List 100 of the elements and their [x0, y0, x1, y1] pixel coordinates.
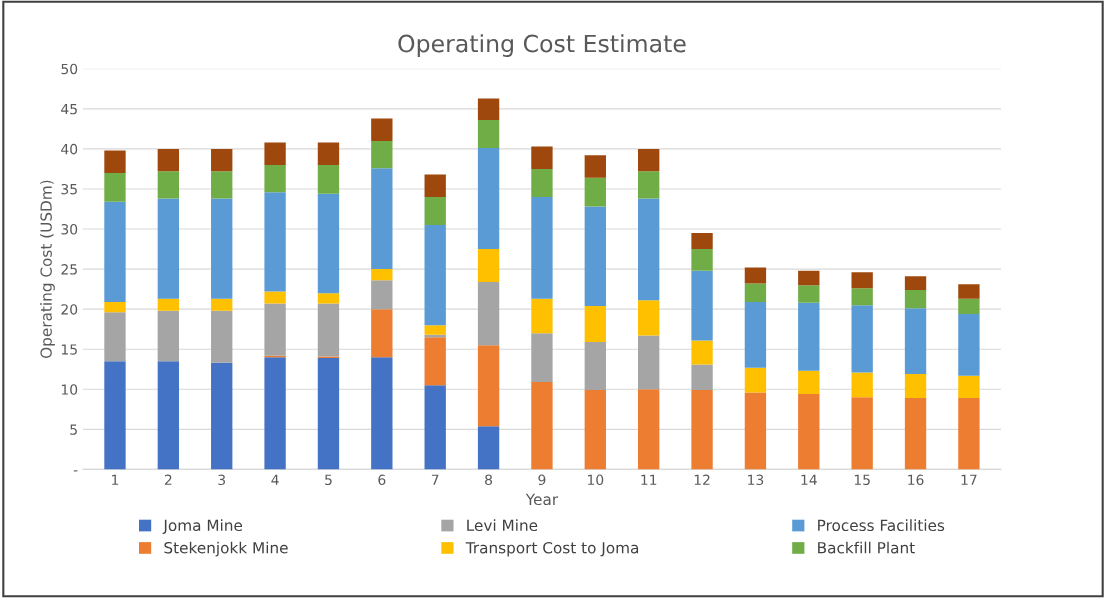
bar — [638, 335, 660, 390]
bar — [638, 171, 660, 199]
x-tick-label: 2 — [164, 474, 172, 485]
bar — [851, 397, 873, 470]
bar — [211, 171, 233, 199]
bar — [104, 361, 126, 470]
x-tick-label: 10 — [588, 474, 604, 486]
bar — [477, 426, 500, 470]
bar — [317, 164, 340, 194]
bar — [958, 398, 980, 470]
x-tick-label: 1 — [112, 474, 119, 485]
bar — [424, 174, 446, 197]
x-tick-label: 11 — [641, 474, 657, 485]
bar — [211, 362, 233, 470]
bar — [638, 198, 660, 301]
bar — [638, 300, 660, 336]
bar — [211, 198, 233, 299]
bar — [104, 301, 126, 313]
bar — [371, 280, 393, 310]
bar — [264, 291, 286, 304]
bar — [851, 372, 873, 398]
legend-label: Stekenjokk Mine — [164, 541, 288, 557]
bar — [584, 342, 606, 391]
bar — [424, 325, 446, 335]
bar — [531, 196, 553, 299]
y-tick-label: 15 — [61, 344, 77, 355]
bar — [371, 168, 393, 270]
bar — [904, 398, 927, 470]
bar — [798, 394, 820, 470]
x-tick-label: 15 — [854, 474, 870, 486]
bar — [691, 390, 713, 470]
bar — [211, 298, 233, 311]
bar — [477, 148, 500, 250]
x-tick-label: 4 — [271, 474, 279, 485]
bar — [958, 313, 980, 376]
bar — [157, 361, 180, 470]
x-tick-label: 12 — [694, 474, 710, 485]
bar — [104, 312, 126, 362]
bar — [531, 333, 553, 383]
bar — [317, 293, 340, 304]
bar — [744, 367, 767, 393]
bar — [371, 118, 393, 141]
x-tick-label: 6 — [378, 474, 386, 486]
bar — [371, 309, 393, 358]
bar — [157, 298, 180, 311]
bar — [317, 358, 340, 470]
bar — [798, 302, 820, 371]
x-tick-label: 14 — [801, 474, 817, 485]
bar — [477, 281, 500, 346]
bar — [371, 357, 393, 470]
y-tick-label: 35 — [61, 183, 77, 195]
y-tick-label: 40 — [61, 143, 78, 155]
bar — [317, 142, 340, 165]
x-tick-label: 17 — [961, 474, 977, 485]
bar — [424, 196, 446, 226]
bar — [371, 269, 393, 281]
bar — [904, 374, 927, 399]
y-tick-label: 5 — [70, 424, 77, 435]
bar — [531, 168, 553, 197]
bar — [157, 171, 180, 199]
bar — [798, 270, 820, 286]
bar — [904, 289, 927, 309]
bar — [638, 389, 660, 470]
bar — [584, 206, 606, 306]
bar — [958, 375, 980, 399]
bar — [157, 148, 180, 172]
y-tick-label: 25 — [61, 264, 77, 275]
legend-label: Process Facilities — [818, 519, 945, 532]
bar — [851, 305, 873, 373]
y-tick-label: 30 — [61, 224, 78, 235]
bar — [851, 272, 873, 289]
bar — [477, 98, 500, 121]
bar — [638, 148, 660, 172]
bar — [424, 225, 446, 326]
bar — [157, 198, 180, 299]
chart-title: Operating Cost Estimate — [398, 34, 686, 58]
bar — [691, 340, 713, 365]
bar — [958, 284, 980, 299]
y-tick-label: 10 — [61, 384, 78, 395]
bar — [477, 249, 500, 282]
x-tick-label: 8 — [485, 474, 493, 486]
bar — [744, 283, 767, 302]
bar — [798, 370, 820, 395]
bar — [477, 345, 500, 427]
bar — [744, 392, 767, 470]
bar — [211, 310, 233, 363]
bar — [104, 172, 126, 202]
y-tick-label: - — [73, 470, 78, 472]
bar — [958, 298, 980, 314]
x-tick-label: 9 — [538, 474, 546, 486]
bar — [584, 305, 606, 343]
legend-label: Backfill Plant — [818, 541, 915, 554]
y-tick-label: 20 — [61, 304, 78, 315]
bar — [691, 364, 713, 391]
bar — [264, 142, 286, 165]
bar — [371, 140, 393, 169]
bar — [584, 177, 606, 207]
bar — [691, 249, 713, 271]
bar — [424, 385, 446, 470]
bar — [424, 337, 446, 386]
